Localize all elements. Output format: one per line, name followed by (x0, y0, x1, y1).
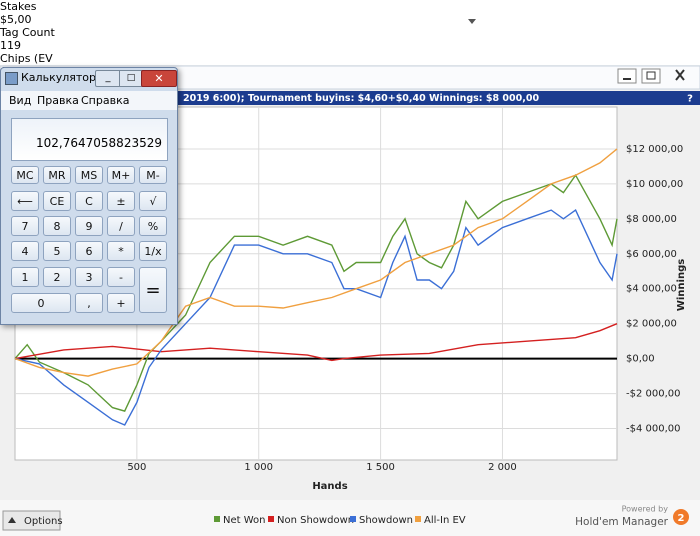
menu-item[interactable]: Правка (37, 94, 79, 107)
series-line (14, 148, 618, 377)
series-line (14, 323, 618, 362)
menu-item[interactable]: Справка (81, 94, 130, 107)
calc-button[interactable]: + (107, 293, 135, 313)
options-arrow (8, 517, 16, 523)
calc-button[interactable]: 1 (11, 267, 39, 287)
legend-swatch (415, 516, 421, 522)
sort-arrow (468, 19, 476, 24)
maximize-button[interactable] (641, 68, 661, 84)
legend-swatch (214, 516, 220, 522)
column-header[interactable]: Tag Count (0, 26, 55, 39)
calc-button[interactable]: MC (11, 166, 39, 184)
options-label: Options (24, 516, 63, 527)
calc-button[interactable]: ⟵ (11, 191, 39, 211)
y-tick-label: $6 000,00 (626, 249, 677, 260)
minimize-button[interactable] (617, 68, 637, 84)
calc-button[interactable]: MS (75, 166, 103, 184)
series-line (14, 173, 618, 412)
calculator-window: Калькулятор _ □ ✕ Вид Правка Справка 102,7… (0, 67, 178, 325)
calc-button[interactable]: M+ (107, 166, 135, 184)
x-tick-label: 2 000 (488, 462, 517, 473)
calc-display: 102,7647058823529 (11, 118, 168, 161)
calc-button[interactable]: % (139, 216, 167, 236)
calc-button[interactable]: - (107, 267, 135, 287)
legend-swatch (350, 516, 356, 522)
calc-button[interactable]: M- (139, 166, 167, 184)
calc-button[interactable]: 4 (11, 241, 39, 261)
y-tick-label: $2 000,00 (626, 319, 677, 330)
calc-button[interactable]: 5 (43, 241, 71, 261)
calc-button[interactable]: / (107, 216, 135, 236)
table-cell: $5,00 (0, 13, 32, 26)
y-tick-label: $0,00 (626, 354, 655, 365)
y-tick-label: $4 000,00 (626, 284, 677, 295)
calc-button[interactable]: 7 (11, 216, 39, 236)
calc-button[interactable]: 3 (75, 267, 103, 287)
calc-button[interactable]: CE (43, 191, 71, 211)
calc-button[interactable]: 2 (43, 267, 71, 287)
help-icon[interactable]: ? (687, 94, 693, 105)
close-button[interactable] (675, 69, 685, 81)
y-tick-label: $12 000,00 (626, 144, 683, 155)
calc-button[interactable]: MR (43, 166, 71, 184)
y-tick-label: $10 000,00 (626, 179, 683, 190)
calc-button[interactable]: C (75, 191, 103, 211)
calc-button[interactable]: ± (107, 191, 135, 211)
y-axis-title: Winnings (676, 259, 687, 311)
y-tick-label: -$2 000,00 (626, 389, 681, 400)
legend-swatch (268, 516, 274, 522)
calc-button[interactable]: 8 (43, 216, 71, 236)
legend-label: Non Showdown (277, 515, 354, 526)
info-text: 2019 6:00); Tournament buyins: $4,60+$0,… (183, 93, 539, 104)
calc-button[interactable]: = (139, 267, 167, 313)
legend-label: Showdown (359, 515, 413, 526)
powered-by: Powered by (622, 505, 669, 514)
calc-button[interactable]: 6 (75, 241, 103, 261)
calc-title: Калькулятор (21, 71, 96, 84)
calc-button[interactable]: , (75, 293, 103, 313)
brand-logo-text: 2 (678, 513, 685, 524)
calc-icon (5, 72, 18, 85)
y-tick-label: $8 000,00 (626, 214, 677, 225)
menu-item[interactable]: Вид (9, 94, 32, 107)
calc-button[interactable]: √ (139, 191, 167, 211)
calc-button[interactable]: * (107, 241, 135, 261)
x-axis-title: Hands (312, 481, 347, 492)
x-tick-label: 1 500 (366, 462, 395, 473)
legend-label: All-In EV (424, 515, 466, 526)
options-button[interactable] (2, 510, 61, 531)
x-tick-label: 500 (127, 462, 146, 473)
calc-minimize[interactable]: _ (95, 70, 121, 87)
calc-button[interactable]: 1/x (139, 241, 167, 261)
maximize-icon (646, 71, 656, 80)
brand: Hold'em Manager (575, 516, 669, 528)
calc-close[interactable]: ✕ (141, 70, 177, 87)
table-cell: 119 (0, 39, 21, 52)
column-header[interactable]: Stakes (0, 0, 37, 13)
brand-logo (673, 509, 689, 525)
legend-label: Net Won (223, 515, 266, 526)
calc-button[interactable]: 0 (11, 293, 71, 313)
y-tick-label: -$4 000,00 (626, 424, 681, 435)
calc-maximize[interactable]: □ (119, 70, 143, 87)
calc-menu: Вид Правка Справка (1, 91, 177, 110)
x-tick-label: 1 000 (244, 462, 273, 473)
calc-button[interactable]: 9 (75, 216, 103, 236)
